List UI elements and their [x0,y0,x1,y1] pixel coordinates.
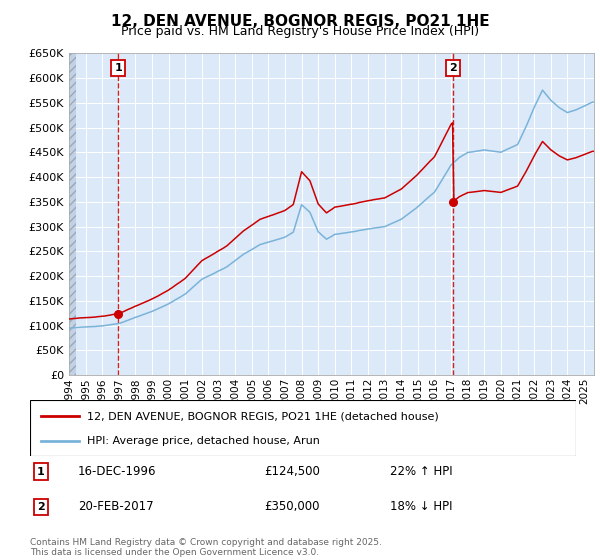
Text: £350,000: £350,000 [264,500,320,514]
Text: 20-FEB-2017: 20-FEB-2017 [78,500,154,514]
Text: 12, DEN AVENUE, BOGNOR REGIS, PO21 1HE (detached house): 12, DEN AVENUE, BOGNOR REGIS, PO21 1HE (… [88,411,439,421]
Text: HPI: Average price, detached house, Arun: HPI: Average price, detached house, Arun [88,436,320,446]
Text: 16-DEC-1996: 16-DEC-1996 [78,465,157,478]
FancyBboxPatch shape [30,400,576,456]
Text: 2: 2 [37,502,44,512]
Text: 1: 1 [115,63,122,73]
Text: 22% ↑ HPI: 22% ↑ HPI [390,465,452,478]
Text: 1: 1 [37,466,44,477]
Bar [69,53,76,375]
Text: 2: 2 [449,63,457,73]
Text: 18% ↓ HPI: 18% ↓ HPI [390,500,452,514]
Text: £124,500: £124,500 [264,465,320,478]
Text: 12, DEN AVENUE, BOGNOR REGIS, PO21 1HE: 12, DEN AVENUE, BOGNOR REGIS, PO21 1HE [110,14,490,29]
Text: Contains HM Land Registry data © Crown copyright and database right 2025.
This d: Contains HM Land Registry data © Crown c… [30,538,382,557]
Text: Price paid vs. HM Land Registry's House Price Index (HPI): Price paid vs. HM Land Registry's House … [121,25,479,38]
